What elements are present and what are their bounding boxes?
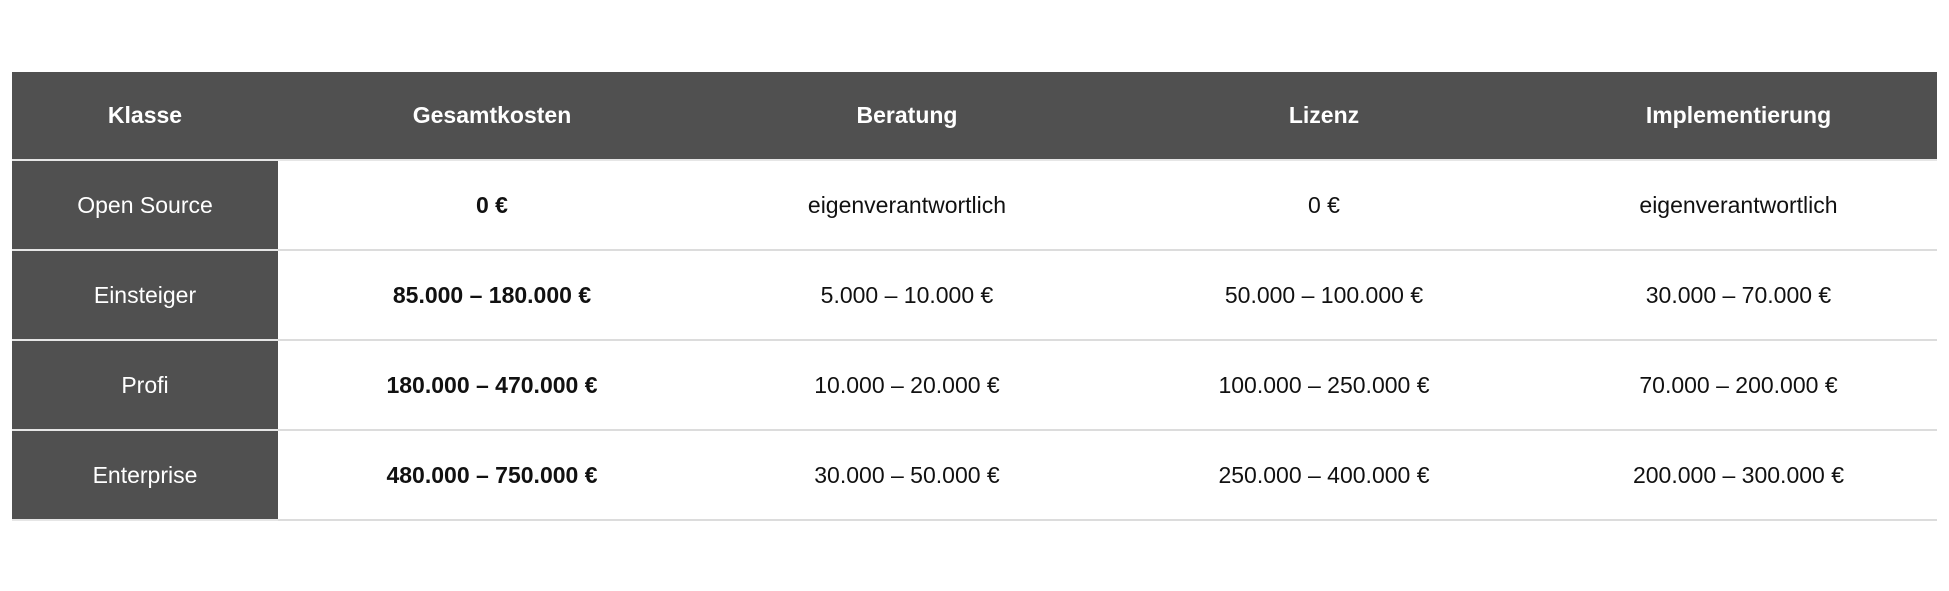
header-implementierung: Implementierung	[1540, 72, 1937, 161]
cell-klasse: Open Source	[12, 160, 278, 251]
cell-klasse: Einsteiger	[12, 250, 278, 341]
table-row: Einsteiger 85.000 – 180.000 € 5.000 – 10…	[12, 250, 1937, 341]
header-beratung: Beratung	[706, 72, 1108, 161]
cell-beratung: eigenverantwortlich	[706, 160, 1108, 251]
cell-beratung: 10.000 – 20.000 €	[706, 340, 1108, 431]
cell-beratung: 30.000 – 50.000 €	[706, 430, 1108, 521]
cell-lizenz: 250.000 – 400.000 €	[1108, 430, 1540, 521]
cell-lizenz: 0 €	[1108, 160, 1540, 251]
cell-lizenz: 50.000 – 100.000 €	[1108, 250, 1540, 341]
table-row: Enterprise 480.000 – 750.000 € 30.000 – …	[12, 430, 1937, 521]
cell-lizenz: 100.000 – 250.000 €	[1108, 340, 1540, 431]
cell-gesamtkosten: 0 €	[278, 160, 706, 251]
cell-gesamtkosten: 85.000 – 180.000 €	[278, 250, 706, 341]
header-gesamtkosten: Gesamtkosten	[278, 72, 706, 161]
cell-klasse: Profi	[12, 340, 278, 431]
table-row: Open Source 0 € eigenverantwortlich 0 € …	[12, 160, 1937, 251]
cell-implementierung: 200.000 – 300.000 €	[1540, 430, 1937, 521]
cell-gesamtkosten: 180.000 – 470.000 €	[278, 340, 706, 431]
cell-klasse: Enterprise	[12, 430, 278, 521]
cell-implementierung: eigenverantwortlich	[1540, 160, 1937, 251]
header-klasse: Klasse	[12, 72, 278, 161]
table-row: Profi 180.000 – 470.000 € 10.000 – 20.00…	[12, 340, 1937, 431]
cell-implementierung: 30.000 – 70.000 €	[1540, 250, 1937, 341]
cell-gesamtkosten: 480.000 – 750.000 €	[278, 430, 706, 521]
cell-beratung: 5.000 – 10.000 €	[706, 250, 1108, 341]
cell-implementierung: 70.000 – 200.000 €	[1540, 340, 1937, 431]
table-header-row: Klasse Gesamtkosten Beratung Lizenz Impl…	[12, 72, 1937, 161]
header-lizenz: Lizenz	[1108, 72, 1540, 161]
cost-comparison-table: Klasse Gesamtkosten Beratung Lizenz Impl…	[12, 72, 1937, 521]
